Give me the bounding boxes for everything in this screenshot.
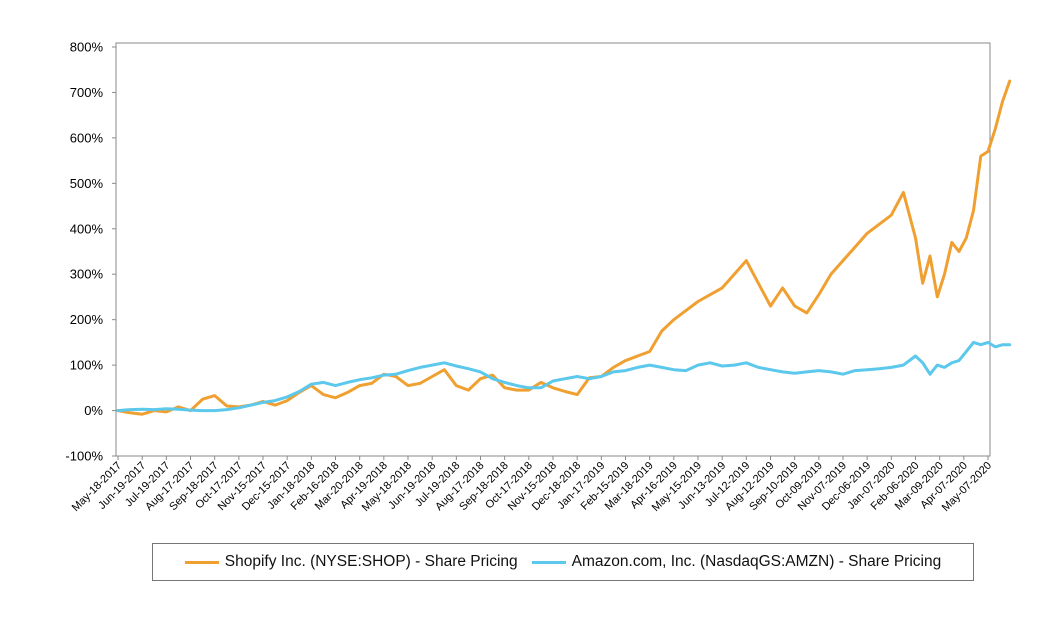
y-tick-label: 300%: [70, 267, 104, 282]
y-axis: -100% 0% 100% 200% 300% 400% 500% 600% 700% 800%: [65, 40, 116, 464]
series-line-shopify: [116, 79, 1012, 416]
legend-swatch-shopify: [184, 560, 219, 564]
legend: Shopify Inc. (NYSE:SHOP) - Share Pricing…: [152, 543, 974, 581]
y-tick-label: 700%: [70, 85, 104, 100]
x-axis: May-18-2017Jun-19-2017Jul-19-2017Aug-17-…: [70, 456, 994, 514]
y-tick-label: 800%: [70, 40, 104, 55]
legend-label-amazon: Amazon.com, Inc. (NasdaqGS:AMZN) - Share…: [571, 553, 942, 570]
plot-area: [115, 42, 991, 457]
y-tick-label: -100%: [65, 449, 103, 464]
y-tick-label: 400%: [70, 221, 104, 236]
y-tick-label: 100%: [70, 358, 104, 373]
series-lines: [116, 79, 1012, 416]
legend-item-amazon: Amazon.com, Inc. (NasdaqGS:AMZN) - Share…: [531, 553, 942, 571]
y-tick-label: 200%: [70, 312, 104, 327]
y-tick-label: 0%: [84, 403, 103, 418]
y-tick-label: 600%: [70, 130, 104, 145]
legend-item-shopify: Shopify Inc. (NYSE:SHOP) - Share Pricing: [184, 553, 518, 571]
legend-label-shopify: Shopify Inc. (NYSE:SHOP) - Share Pricing: [224, 553, 518, 570]
series-line-amazon: [116, 340, 1012, 413]
y-tick-label: 500%: [70, 176, 104, 191]
legend-swatch-amazon: [531, 560, 566, 564]
